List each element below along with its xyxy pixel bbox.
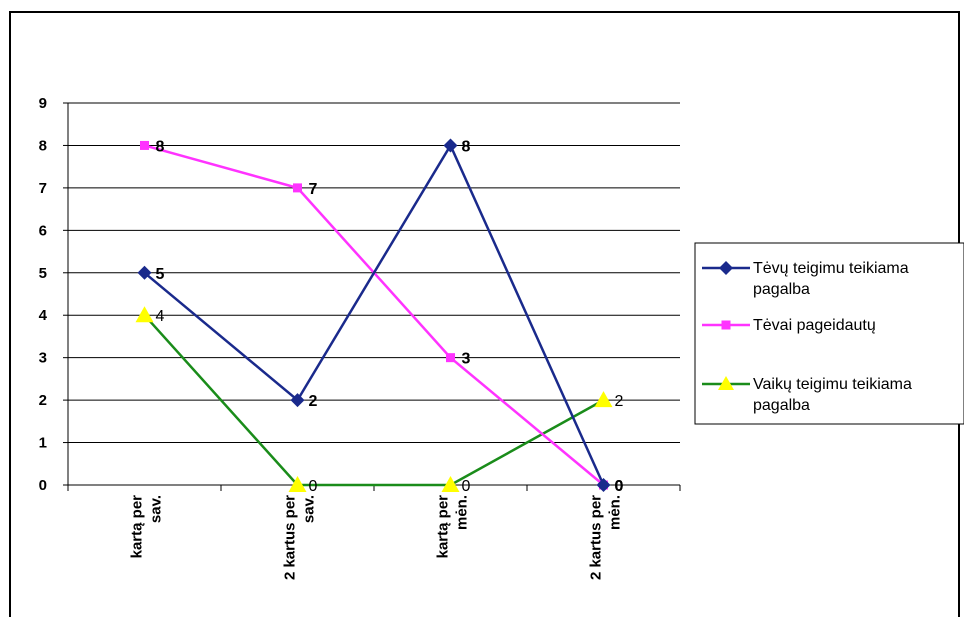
y-tick-label: 3	[39, 350, 47, 367]
legend-marker	[721, 320, 731, 330]
x-tick-label-line: kartą per	[129, 495, 146, 559]
legend-label-line: Tėvų teigimu teikiama	[753, 260, 909, 277]
series-line-3	[143, 314, 605, 487]
series-1-marker	[290, 393, 305, 408]
series-1-data-label: 5	[156, 266, 165, 283]
series-3-marker	[135, 306, 154, 323]
legend-item: Tėvai pageidautų	[702, 317, 876, 334]
legend-label: Tėvų teigimu teikiama pagalba	[753, 260, 909, 298]
y-tick-label: 4	[39, 307, 48, 324]
x-tick-label-line: sav.	[148, 495, 165, 523]
series-2-marker	[446, 353, 455, 363]
y-tick-label: 9	[39, 95, 47, 112]
series-3-marker	[288, 476, 307, 492]
x-tick-label-group: 2 kartus per sav.	[282, 495, 318, 580]
y-tick-label: 6	[39, 222, 47, 239]
x-tick-label: 2 kartus per mėn.	[588, 495, 624, 580]
x-tick-label-line: 2 kartus per	[282, 495, 299, 580]
series-1-data-label: 8	[462, 138, 471, 155]
legend-label: Tėvai pageidautų	[753, 317, 876, 334]
legend-marker	[719, 261, 733, 275]
legend-label: Vaikų teigimu teikiama pagalba	[753, 376, 912, 414]
x-tick-label-line: mėn.	[607, 495, 624, 530]
series-2-data-label: 3	[462, 351, 471, 368]
series-1-data-label: 0	[615, 478, 624, 495]
series-3-marker	[441, 476, 460, 492]
x-tick-label: kartą per mėn.	[435, 495, 471, 559]
x-tick-label-line: mėn.	[454, 495, 471, 530]
series-2-data-label: 8	[156, 138, 165, 155]
legend-label-line: pagalba	[753, 281, 810, 298]
y-tick-label: 0	[39, 477, 47, 494]
series-3-data-label: 2	[615, 393, 624, 410]
legend-box	[694, 242, 964, 425]
x-tick-label: 2 kartus per sav.	[282, 495, 318, 580]
series-2-marker	[140, 140, 149, 150]
x-tick-label-group: kartą per mėn.	[435, 495, 471, 559]
series-1-data-label: 2	[309, 393, 318, 410]
x-tick-label-group: kartą per sav.	[129, 495, 165, 559]
y-tick-label: 7	[39, 180, 47, 197]
legend-marker	[718, 376, 734, 390]
y-tick-label: 5	[39, 265, 47, 282]
legend-label-line: Tėvai pageidautų	[753, 317, 876, 334]
x-tick-label-line: sav.	[301, 495, 318, 523]
x-tick-label-line: 2 kartus per	[588, 495, 605, 580]
x-tick-label: kartą per sav.	[129, 495, 165, 559]
series-1-marker	[443, 138, 458, 153]
x-tick-label-line: kartą per	[435, 495, 452, 559]
series-2-data-label: 0	[615, 478, 624, 495]
series-2-data-label: 7	[309, 181, 318, 198]
legend-item: Tėvų teigimu teikiama pagalba	[702, 260, 909, 298]
series-3-data-label: 4	[156, 308, 165, 325]
y-tick-label: 1	[39, 435, 47, 452]
series-3-data-label: 0	[462, 478, 471, 495]
y-tick-label: 2	[39, 392, 47, 409]
legend-item: Vaikų teigimu teikiama pagalba	[702, 376, 912, 414]
series-line-1	[143, 142, 605, 486]
y-tick-label: 8	[39, 137, 47, 154]
series-1-marker	[137, 265, 152, 280]
series-1-marker	[596, 478, 611, 492]
series-3-data-label: 0	[309, 478, 318, 495]
x-tick-label-group: 2 kartus per mėn.	[588, 495, 624, 580]
series-2-marker	[293, 183, 302, 193]
legend-label-line: pagalba	[753, 397, 810, 414]
series-3-marker	[594, 391, 613, 408]
legend-label-line: Vaikų teigimu teikiama	[753, 376, 912, 393]
